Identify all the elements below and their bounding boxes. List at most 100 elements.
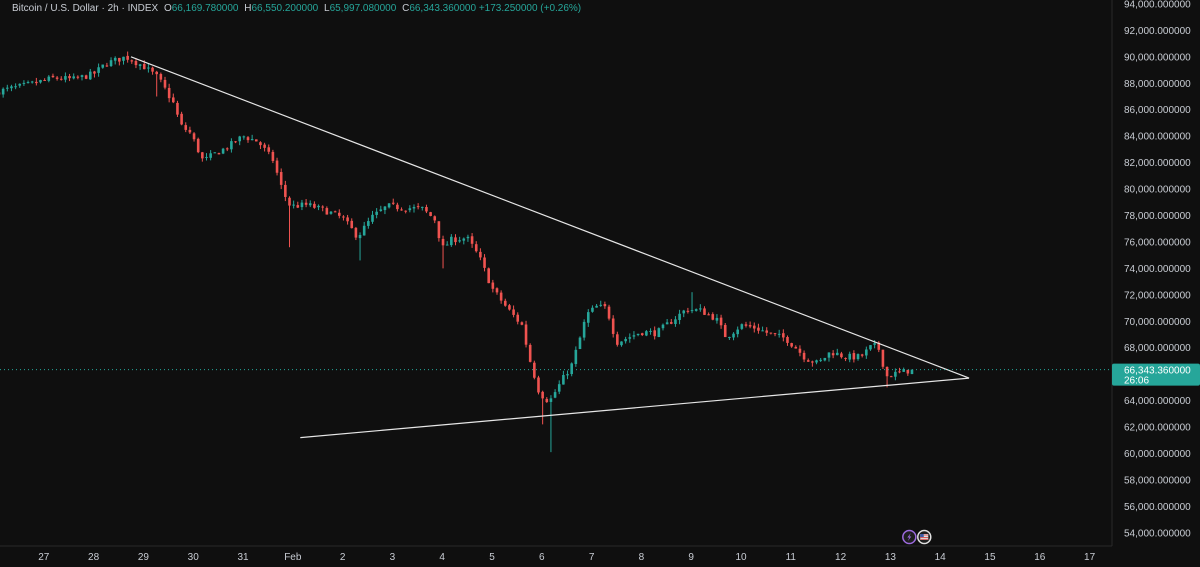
candle-body <box>259 142 262 146</box>
candle-body <box>362 225 366 236</box>
candle-body <box>171 97 175 103</box>
drawing-layer[interactable] <box>0 56 1112 439</box>
trendline[interactable] <box>300 377 970 439</box>
candle-body <box>516 314 520 322</box>
price-tick-label: 54,000.000000 <box>1124 528 1191 539</box>
time-tick-label: 29 <box>138 552 150 563</box>
candle-body <box>26 82 30 84</box>
candle-body <box>238 136 241 142</box>
candle-body <box>242 136 246 138</box>
us-flag-icon[interactable] <box>917 529 932 545</box>
candle-body <box>284 184 287 197</box>
separator: · <box>101 3 108 14</box>
candle-body <box>425 207 428 212</box>
price-tick-label: 58,000.000000 <box>1124 475 1191 486</box>
symbol-legend[interactable]: Bitcoin / U.S. Dollar · 2h · INDEX O66,1… <box>12 3 581 14</box>
candle-body <box>736 329 739 335</box>
candle-body <box>271 151 275 161</box>
candle-body <box>503 300 507 306</box>
candle-body <box>728 336 731 338</box>
candle-body <box>22 82 26 84</box>
time-tick-label: 9 <box>688 552 694 563</box>
candle-body <box>869 345 872 350</box>
candle-body <box>64 76 67 80</box>
last-price-label: 66,343.360000 <box>1124 366 1191 377</box>
candle-body <box>342 216 345 218</box>
candle-body <box>524 324 528 345</box>
candle-body <box>906 369 910 374</box>
trendline[interactable] <box>130 56 970 379</box>
candle-body <box>404 210 407 212</box>
time-axis[interactable]: 27 28 29 30 31 Feb 2 3 4 5 6 7 8 9 10 11 12 13 14 15 16 17 <box>38 552 1095 563</box>
time-tick-label: 14 <box>935 552 947 563</box>
candle-body <box>798 348 802 353</box>
candle-body <box>831 353 835 356</box>
candle-body <box>213 152 217 154</box>
price-tick-label: 82,000.000000 <box>1124 158 1191 169</box>
price-tick-label: 74,000.000000 <box>1124 264 1191 275</box>
candle-body <box>723 324 727 338</box>
candle-body <box>470 236 474 244</box>
candle-body <box>773 333 777 335</box>
candle-body <box>354 227 358 238</box>
candle-body <box>254 139 258 142</box>
candle-body <box>142 64 146 70</box>
price-tick-label: 60,000.000000 <box>1124 449 1191 460</box>
candle-body <box>852 353 856 360</box>
candle-body <box>72 76 76 79</box>
candle-body <box>657 328 661 338</box>
price-tick-label: 88,000.000000 <box>1124 79 1191 90</box>
symbol-interval[interactable]: 2h <box>107 3 119 14</box>
candle-body <box>910 369 914 375</box>
lightning-icon[interactable] <box>902 529 917 545</box>
time-tick-label: 31 <box>237 552 249 563</box>
candle-body <box>479 251 482 258</box>
time-tick-label: 28 <box>88 552 100 563</box>
time-tick-label: 13 <box>885 552 897 563</box>
candle-body <box>499 292 503 301</box>
candle-body <box>549 398 553 402</box>
candle-body <box>225 148 229 150</box>
candle-body <box>387 203 391 208</box>
candle-body <box>537 377 540 393</box>
candle-body <box>275 160 279 173</box>
candle-body <box>607 306 611 319</box>
candle-body <box>450 236 453 246</box>
price-tick-label: 70,000.000000 <box>1124 317 1191 328</box>
high-value: 66,550.200000 <box>251 3 319 14</box>
low-label: L <box>324 3 330 14</box>
candle-body <box>665 322 669 325</box>
low-value: 65,997.080000 <box>329 3 397 14</box>
candle-body <box>250 139 254 141</box>
candle-body <box>192 133 196 140</box>
time-tick-label: 17 <box>1084 552 1096 563</box>
candle-body <box>263 144 266 148</box>
symbol-name[interactable]: Bitcoin / U.S. Dollar <box>12 3 99 14</box>
candle-body <box>645 331 648 336</box>
candle-body <box>894 371 897 377</box>
high-label: H <box>244 3 252 14</box>
event-markers <box>902 529 932 545</box>
candle-body <box>358 234 362 239</box>
candle-body <box>782 333 785 338</box>
candle-body <box>794 346 798 349</box>
time-tick-label: 27 <box>38 552 50 563</box>
price-tick-label: 72,000.000000 <box>1124 290 1191 301</box>
candle-body <box>856 354 860 360</box>
candle-body <box>707 314 710 316</box>
candle-body <box>437 221 441 239</box>
price-axis[interactable]: 54,000.000000 56,000.000000 58,000.000000 6… <box>1124 0 1191 539</box>
candle-body <box>234 141 237 143</box>
candle-body <box>491 282 495 289</box>
candle-body <box>308 203 312 206</box>
candle-body <box>288 197 291 206</box>
candle-body <box>55 77 59 79</box>
candle-body <box>329 211 333 214</box>
candle-body <box>379 209 383 211</box>
candle-body <box>246 137 250 141</box>
close-label: C <box>402 3 410 14</box>
candle-body <box>562 375 565 385</box>
candle-body <box>109 60 113 67</box>
candle-body <box>483 257 486 268</box>
